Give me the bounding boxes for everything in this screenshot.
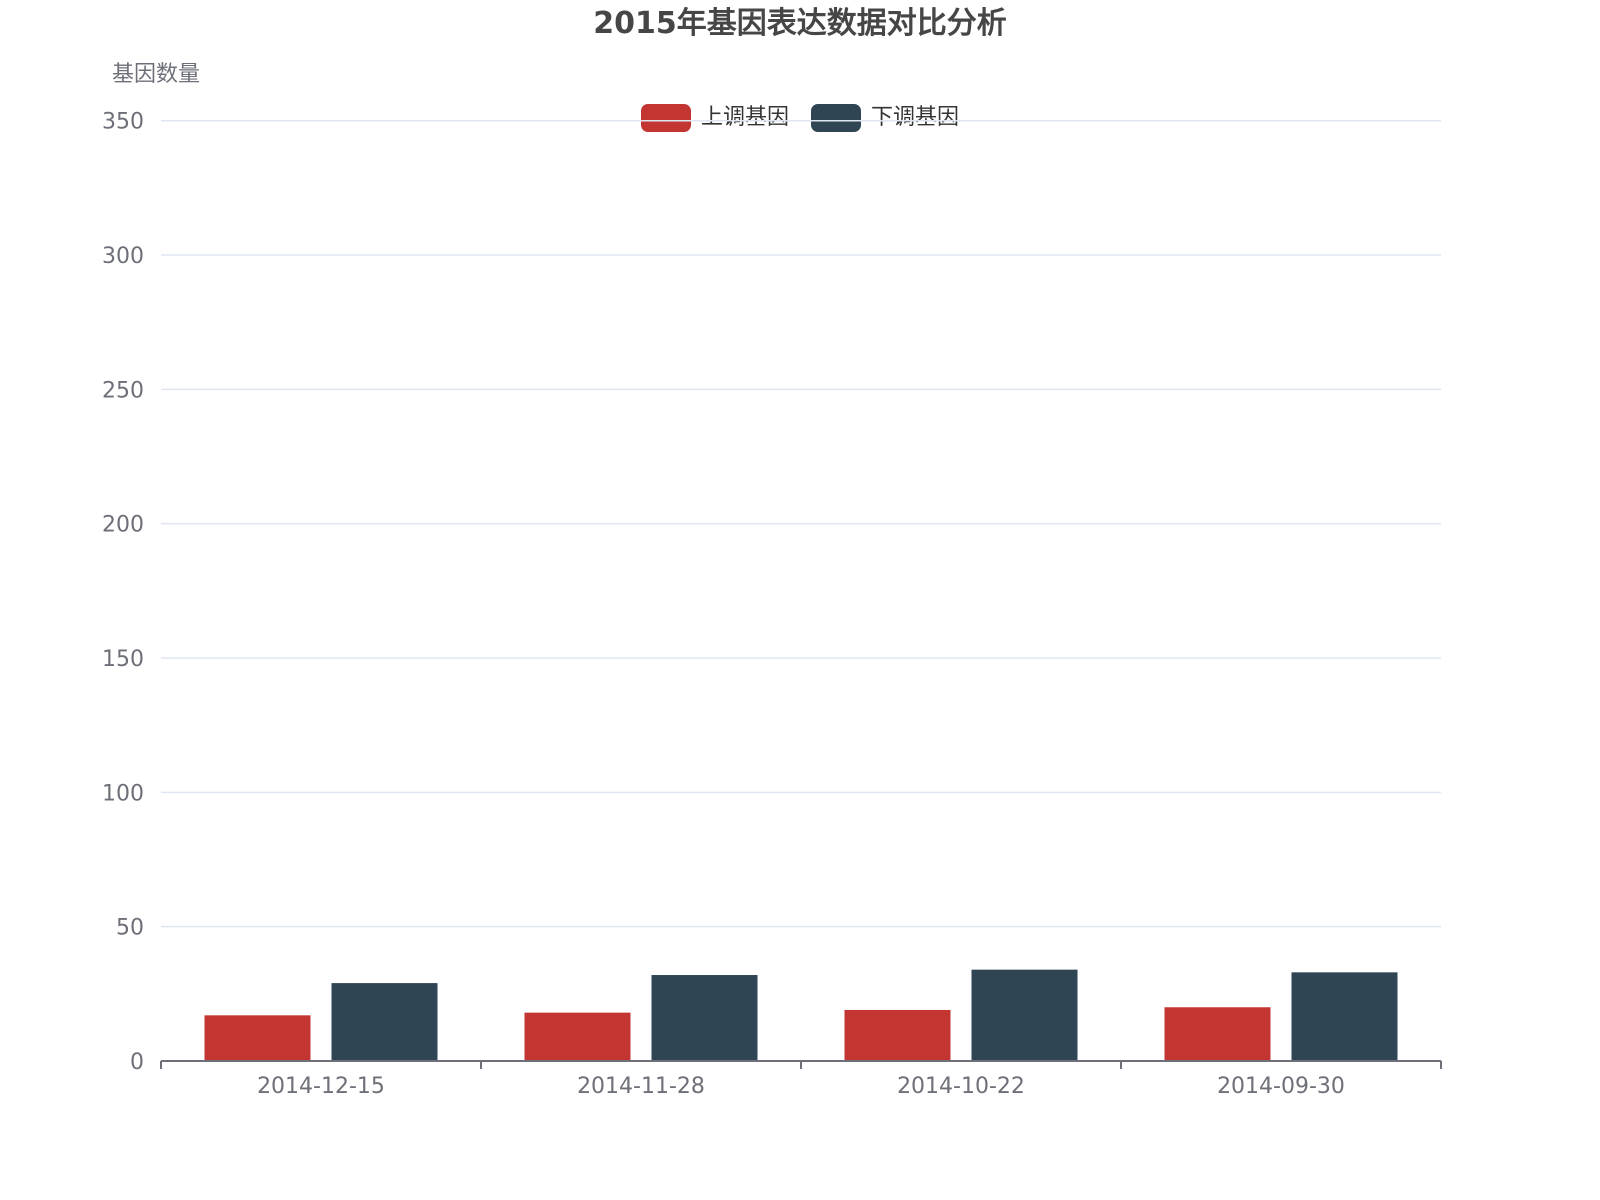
bar-upregulated[interactable]	[1164, 1007, 1271, 1061]
chart-title: 2015年基因表达数据对比分析	[593, 6, 1007, 41]
legend-item-upregulated[interactable]: 上调基因	[640, 104, 789, 132]
legend-swatch-upregulated-icon	[640, 104, 691, 132]
y-tick-label: 0	[130, 1050, 144, 1075]
bar-upregulated[interactable]	[844, 1009, 951, 1061]
legend-label: 下调基因	[871, 105, 960, 130]
y-tick-label: 200	[102, 513, 144, 538]
x-tick-label: 2014-09-30	[1217, 1074, 1345, 1099]
legend-swatch-downregulated-icon	[811, 104, 861, 132]
bar-upregulated[interactable]	[204, 1015, 311, 1061]
y-axis-name: 基因数量	[112, 62, 201, 87]
y-tick-label: 150	[102, 647, 144, 672]
y-tick-label: 100	[102, 781, 144, 806]
legend-item-downregulated[interactable]: 下调基因	[811, 104, 959, 132]
bar-downregulated[interactable]	[651, 975, 758, 1061]
x-tick-label: 2014-10-22	[897, 1074, 1025, 1099]
bar-downregulated[interactable]	[971, 969, 1078, 1061]
x-tick-label: 2014-12-15	[257, 1074, 385, 1099]
bar-downregulated[interactable]	[331, 983, 438, 1061]
bar-upregulated[interactable]	[524, 1012, 631, 1061]
x-tick-label: 2014-11-28	[577, 1074, 705, 1099]
y-tick-label: 50	[116, 916, 144, 941]
bar-downregulated[interactable]	[1291, 972, 1398, 1061]
y-tick-label: 250	[102, 378, 144, 403]
legend-label: 上调基因	[700, 105, 789, 130]
legend: 上调基因 下调基因	[0, 104, 1600, 132]
y-tick-label: 350	[102, 110, 144, 135]
y-tick-label: 300	[102, 244, 144, 269]
